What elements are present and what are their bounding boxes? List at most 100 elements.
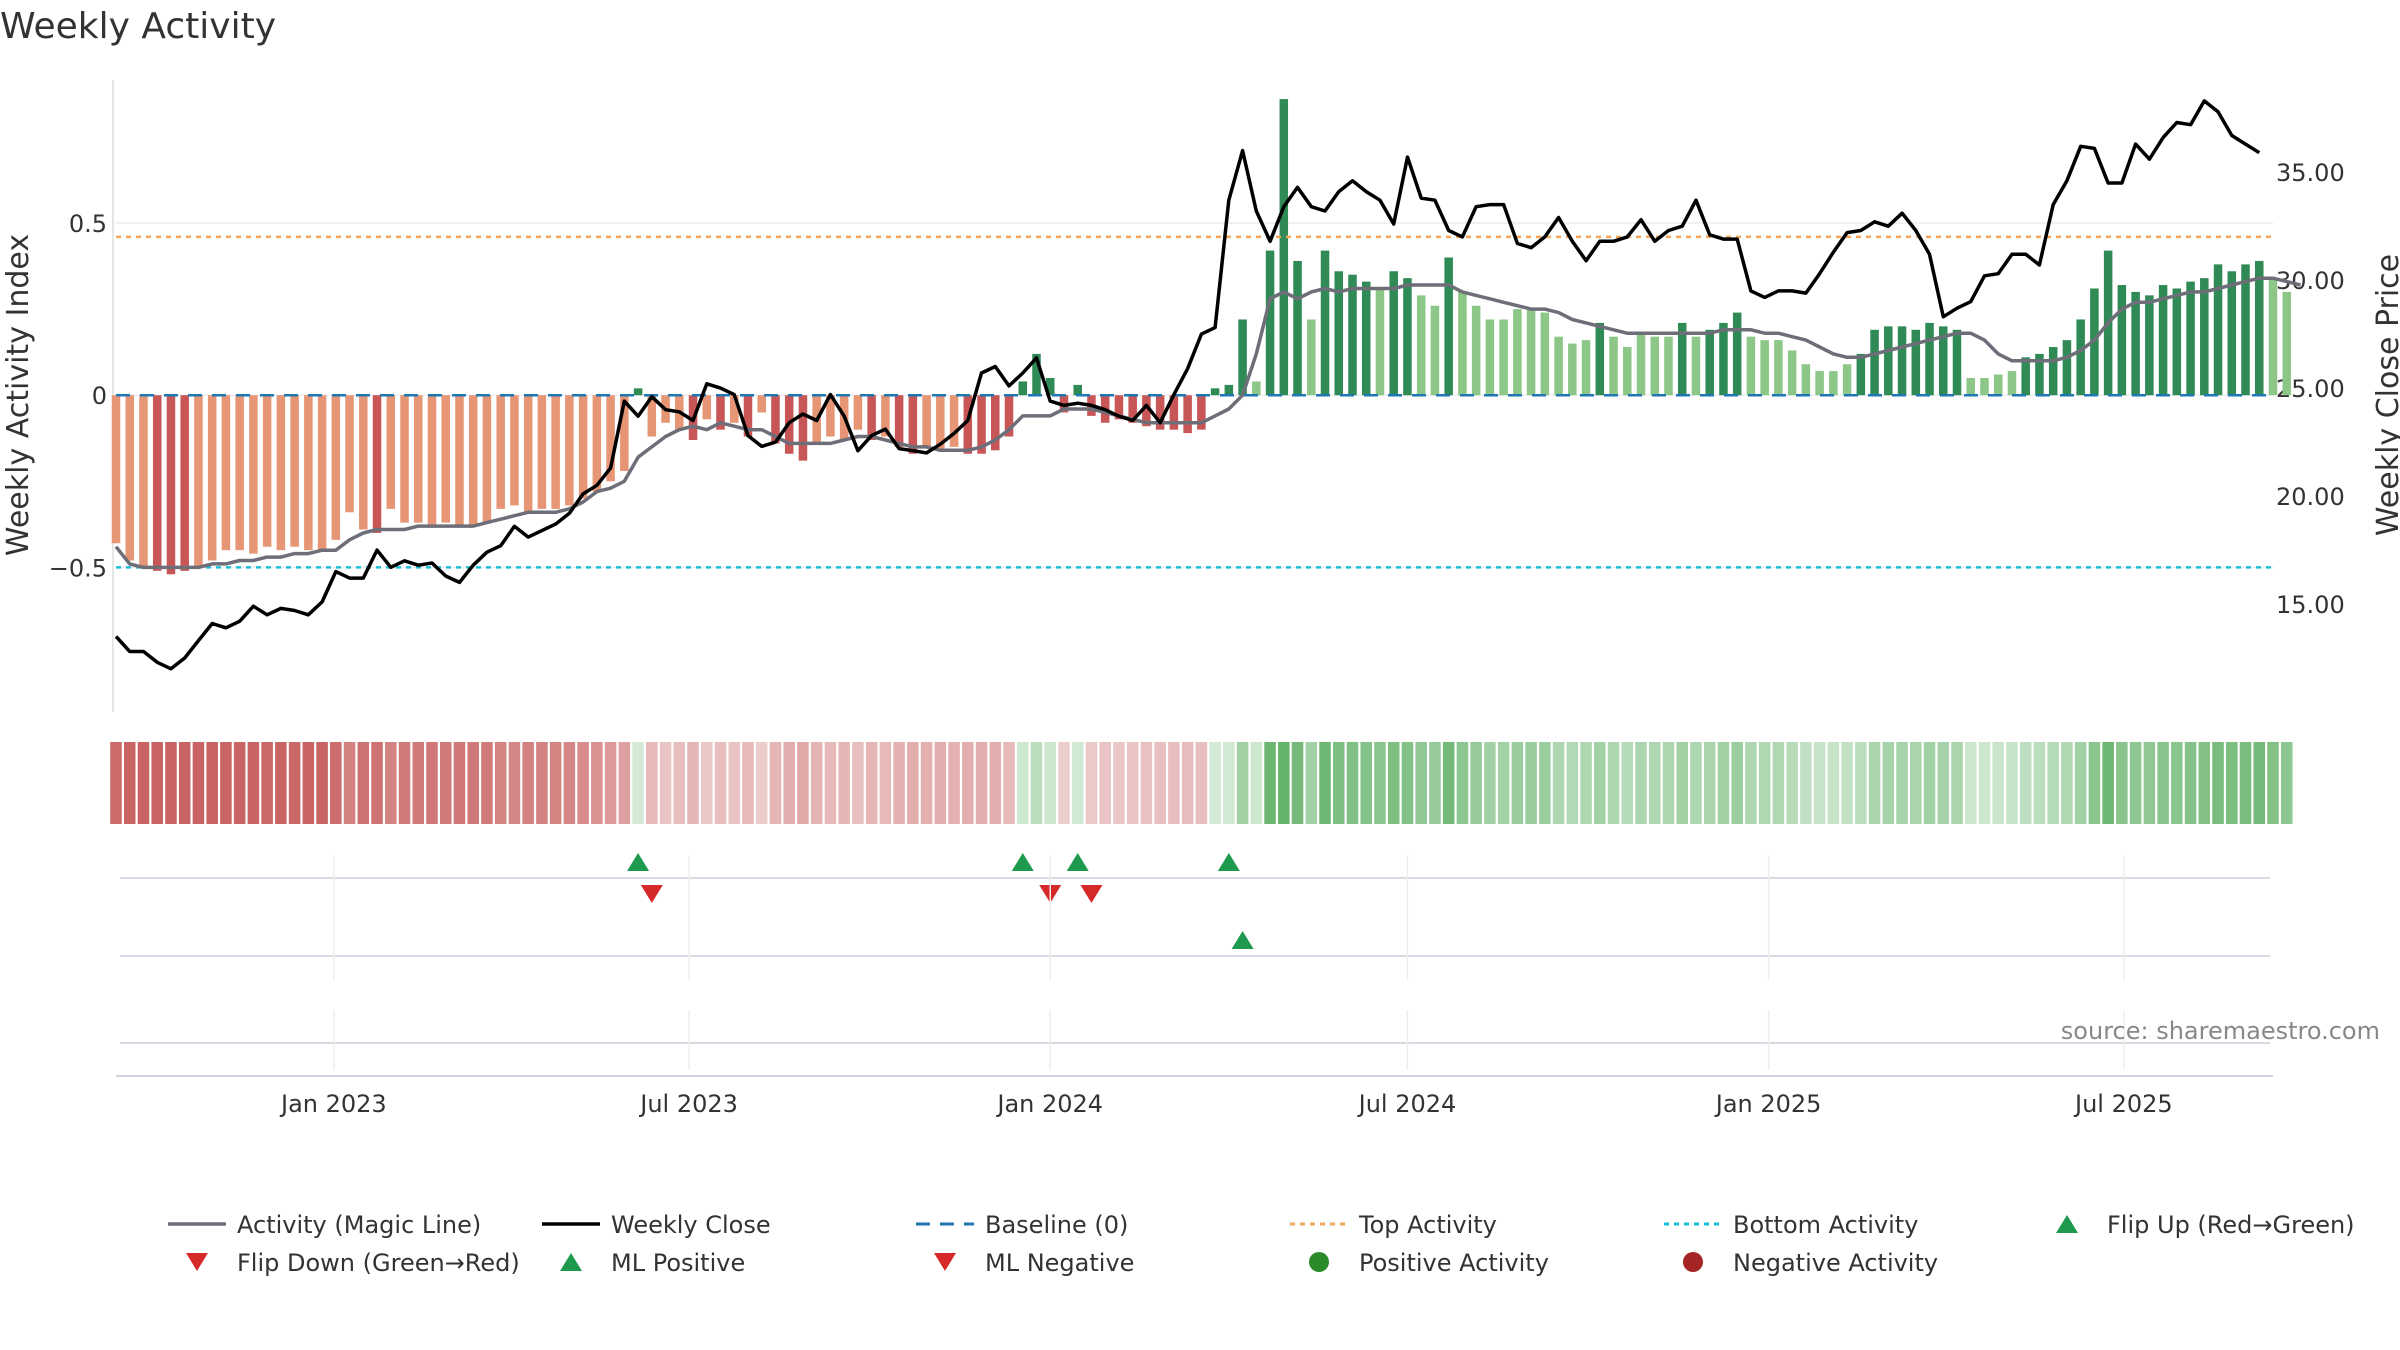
heat-strip-cell <box>412 742 425 824</box>
heat-strip-cell <box>1621 742 1634 824</box>
activity-bar <box>1224 384 1234 396</box>
heat-strip-cell <box>1470 742 1482 824</box>
heat-strip-cell <box>1525 742 1537 824</box>
x-tick-label: Jan 2023 <box>279 1090 387 1118</box>
activity-bar <box>1004 395 1014 437</box>
activity-bar <box>441 395 450 523</box>
heat-strip-cell <box>1236 742 1249 824</box>
activity-bar <box>894 395 904 447</box>
chart-title: Weekly Activity <box>0 6 276 47</box>
heat-strip-cell <box>742 742 754 824</box>
activity-bar <box>1815 371 1824 396</box>
heat-strip-cell <box>824 742 837 824</box>
heat-strip-cell <box>1813 742 1826 824</box>
activity-bar <box>359 395 368 530</box>
ml-positive-marker <box>1231 931 1254 949</box>
activity-bar <box>1430 305 1440 396</box>
heat-strip-cell <box>2047 742 2059 824</box>
activity-bar <box>1884 326 1893 396</box>
legend-item: Activity (Magic Line) <box>168 1211 481 1239</box>
heat-strip-cell <box>1195 742 1208 824</box>
activity-bar <box>1128 395 1137 423</box>
heat-strip-cell <box>2212 742 2224 824</box>
activity-bar <box>427 395 437 527</box>
right-tick-label: 15.00 <box>2276 591 2345 619</box>
activity-bar <box>1705 329 1714 396</box>
heat-strip-cell <box>1745 742 1757 824</box>
heat-strip-cell <box>1071 742 1084 824</box>
heat-strip-cell <box>1346 742 1359 824</box>
activity-bar <box>1279 99 1289 396</box>
activity-bar <box>1925 322 1934 396</box>
activity-bar <box>1939 326 1948 396</box>
activity-bar <box>1664 336 1673 396</box>
activity-bar <box>1499 319 1508 396</box>
legend-label: Activity (Magic Line) <box>237 1211 481 1239</box>
activity-bar <box>2241 264 2250 396</box>
heat-strip-cell <box>316 742 328 824</box>
legend-swatch <box>560 1253 582 1271</box>
activity-bar <box>2282 291 2291 396</box>
heat-strip-cell <box>1044 742 1057 824</box>
heat-strip-cell <box>728 742 741 824</box>
heat-strip-cell <box>1896 742 1908 824</box>
activity-bar <box>620 395 629 471</box>
legend-item: Flip Down (Green→Red) <box>186 1249 520 1277</box>
activity-bar <box>482 395 492 523</box>
activity-bar <box>1980 378 1989 396</box>
activity-bar <box>991 395 1000 451</box>
heat-strip-cell <box>2280 742 2293 824</box>
activity-bar <box>1829 371 1838 396</box>
heat-strip-cell <box>1511 742 1524 824</box>
x-axis: Jan 2023 Jul 2023 Jan 2024 Jul 2024 Jan 2025… <box>279 855 2173 1118</box>
legend-swatch <box>934 1253 956 1271</box>
activity-bar <box>125 395 134 561</box>
heat-strip-cell <box>2019 742 2032 824</box>
activity-bar <box>1183 395 1192 434</box>
legend-swatch <box>186 1253 208 1271</box>
activity-bar <box>1375 288 1385 396</box>
heat-strip-cell <box>398 742 411 824</box>
heat-strip-cell <box>1016 742 1029 824</box>
activity-bar <box>331 395 341 540</box>
heat-strip-cell <box>1456 742 1469 824</box>
activity-bar <box>152 395 162 571</box>
activity-bar <box>1293 260 1302 396</box>
activity-bar <box>853 395 863 430</box>
activity-bar <box>881 395 890 437</box>
heat-strip-cell <box>247 742 260 824</box>
x-tick-label: Jul 2023 <box>638 1090 738 1118</box>
activity-bar <box>702 395 712 420</box>
activity-bar <box>1595 322 1605 396</box>
heat-strip-cell <box>151 742 163 824</box>
heat-strip-cell <box>1291 742 1304 824</box>
legend-item: Negative Activity <box>1683 1249 1938 1277</box>
activity-bar <box>1568 343 1577 396</box>
activity-bar <box>1581 340 1591 396</box>
heat-strip-cell <box>453 742 466 824</box>
heat-strip-cell <box>1594 742 1606 824</box>
heat-strip-cell <box>261 742 273 824</box>
heat-strip-cell <box>2129 742 2142 824</box>
legend-item: Baseline (0) <box>916 1211 1128 1239</box>
heat-strip-cell <box>632 742 644 824</box>
activity-bar <box>235 395 244 551</box>
activity-bar <box>2172 288 2182 396</box>
left-tick-label: −0.5 <box>49 554 107 582</box>
heat-strip-cell <box>220 742 232 824</box>
activity-bar <box>1526 309 1536 396</box>
heat-strip-cell <box>1731 742 1743 824</box>
legend-swatch <box>1683 1252 1703 1272</box>
heat-strip-cell <box>2239 742 2252 824</box>
legend-label: ML Negative <box>985 1249 1134 1277</box>
heat-strip-cell <box>2102 742 2114 824</box>
activity-bar <box>1856 353 1866 396</box>
activity-bar <box>592 395 602 492</box>
activity-bar <box>798 395 808 461</box>
heat-strip-cell <box>1319 742 1331 824</box>
activity-bar <box>1238 319 1247 396</box>
activity-bar <box>1801 364 1811 396</box>
legend: Activity (Magic Line) Weekly Close Baselin… <box>168 1211 2355 1277</box>
heat-strip-cell <box>865 742 878 824</box>
